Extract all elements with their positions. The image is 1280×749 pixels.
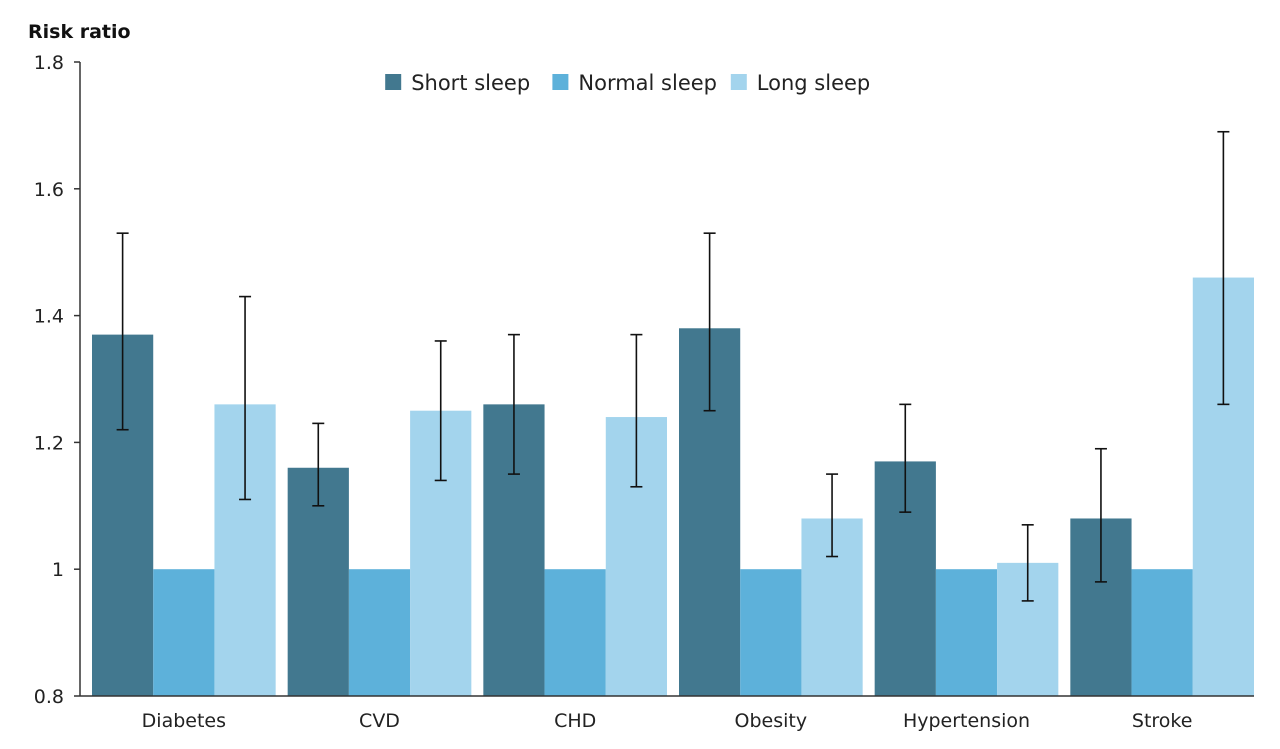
bar-normal-sleep — [544, 569, 606, 696]
bar-normal-sleep — [153, 569, 215, 696]
y-tick-label: 0.8 — [34, 686, 64, 708]
y-tick-label: 1.6 — [34, 179, 64, 201]
bar-normal-sleep — [348, 569, 411, 696]
x-category-label: Diabetes — [142, 710, 226, 732]
bar-normal-sleep — [935, 569, 998, 696]
y-tick-label: 1.4 — [34, 306, 64, 328]
legend-swatch-short-sleep — [385, 74, 402, 90]
legend-label-short-sleep: Short sleep — [411, 71, 530, 95]
y-tick-label: 1.8 — [34, 52, 64, 74]
bar-normal-sleep — [1131, 569, 1193, 696]
legend-swatch-normal-sleep — [552, 74, 569, 90]
legend: Short sleep Normal sleep Long sleep — [385, 71, 870, 95]
y-tick-labels: 0.8 1 1.2 1.4 1.6 1.8 — [34, 52, 80, 708]
y-axis-title: Risk ratio — [28, 21, 131, 43]
bars — [92, 277, 1254, 696]
y-tick-label: 1.2 — [34, 432, 64, 454]
legend-swatch-long-sleep — [730, 74, 747, 90]
error-bars — [116, 130, 1230, 602]
bar-normal-sleep — [740, 569, 802, 696]
x-category-label: Obesity — [735, 710, 808, 732]
x-category-label: CVD — [359, 710, 400, 732]
x-category-labels: Diabetes CVD CHD Obesity Hypertension Stroke — [142, 710, 1193, 732]
x-category-label: CHD — [554, 710, 596, 732]
legend-label-long-sleep: Long sleep — [757, 71, 870, 95]
x-category-label: Stroke — [1132, 710, 1193, 732]
legend-label-normal-sleep: Normal sleep — [578, 71, 717, 95]
x-category-label: Hypertension — [903, 710, 1030, 732]
y-tick-label: 1 — [52, 559, 64, 581]
